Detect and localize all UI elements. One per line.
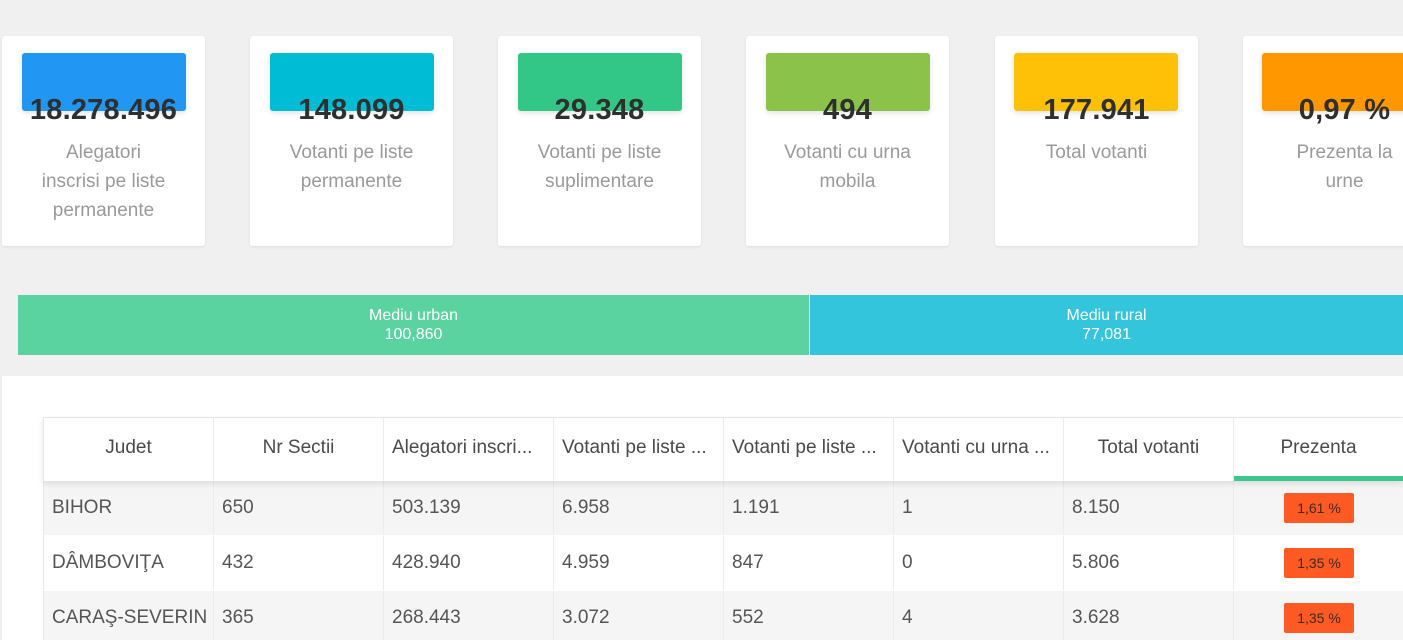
stat-label: Votanti pe liste permanente: [289, 142, 414, 192]
turnout-badge: 1,35 %: [1284, 547, 1354, 578]
cell-urna: 0: [894, 536, 1064, 590]
stat-card-header: [22, 53, 186, 111]
stat-card-header: [270, 53, 434, 111]
environment-urban: Mediu urban 100,860: [18, 295, 810, 355]
stat-card-header: [1262, 53, 1403, 111]
column-header-judet[interactable]: Judet: [44, 418, 214, 481]
turnout-badge: 1,61 %: [1284, 492, 1354, 523]
environment-bar: Mediu urban 100,860 Mediu rural 77,081: [18, 295, 1403, 355]
table-row[interactable]: CARAŞ-SEVERIN 365 268.443 3.072 552 4 3.…: [43, 591, 1403, 640]
cell-judet: BIHOR: [44, 481, 214, 535]
cell-total: 8.150: [1064, 481, 1234, 535]
stat-card-header: [518, 53, 682, 111]
cell-total: 3.628: [1064, 591, 1234, 640]
cell-prezenta: 1,35 %: [1234, 536, 1403, 590]
table-row[interactable]: BIHOR 650 503.139 6.958 1.191 1 8.150 1,…: [43, 481, 1403, 536]
stat-value: 18.278.496: [29, 94, 178, 126]
stat-value: 148.099: [298, 94, 405, 126]
table-header: Judet Nr Sectii Alegatori inscri... Vota…: [43, 417, 1403, 481]
cell-prezenta: 1,35 %: [1234, 591, 1403, 640]
stat-card-mobile-urn: 494 Votanti cu urna mobila: [746, 36, 949, 246]
stat-value: 29.348: [554, 94, 645, 126]
stat-card-registered: 18.278.496 Alegatori inscrisi pe liste p…: [2, 36, 205, 246]
cell-judet: DÂMBOVIŢA: [44, 536, 214, 590]
stat-label: Total votanti: [1045, 142, 1148, 163]
cell-judet: CARAŞ-SEVERIN: [44, 591, 214, 640]
cell-permanente: 6.958: [554, 481, 724, 535]
stat-card-permanent-voters: 148.099 Votanti pe liste permanente: [250, 36, 453, 246]
environment-urban-label: Mediu urban: [369, 307, 458, 324]
column-header-votanti-permanente[interactable]: Votanti pe liste ...: [554, 418, 724, 481]
environment-rural-value: 77,081: [1082, 326, 1131, 343]
turnout-badge: 1,35 %: [1284, 602, 1354, 633]
column-header-prezenta[interactable]: Prezenta: [1234, 418, 1403, 481]
stat-value: 177.941: [1043, 94, 1150, 126]
cell-alegatori: 503.139: [384, 481, 554, 535]
cell-total: 5.806: [1064, 536, 1234, 590]
stat-value: 0,97 %: [1298, 94, 1391, 126]
stat-label: Votanti cu urna mobila: [784, 142, 911, 192]
county-table: Judet Nr Sectii Alegatori inscri... Vota…: [43, 417, 1403, 640]
cell-urna: 4: [894, 591, 1064, 640]
cell-urna: 1: [894, 481, 1064, 535]
stat-value: 494: [823, 94, 872, 126]
environment-urban-value: 100,860: [384, 326, 443, 343]
cell-sectii: 432: [214, 536, 384, 590]
column-header-total-votanti[interactable]: Total votanti: [1064, 418, 1234, 481]
cell-alegatori: 428.940: [384, 536, 554, 590]
column-header-votanti-urna[interactable]: Votanti cu urna ...: [894, 418, 1064, 481]
stat-card-header: [1014, 53, 1178, 111]
column-header-alegatori[interactable]: Alegatori inscri...: [384, 418, 554, 481]
stat-card-turnout: 0,97 % Prezenta la urne: [1243, 36, 1403, 246]
stat-card-supplementary-voters: 29.348 Votanti pe liste suplimentare: [498, 36, 701, 246]
environment-rural: Mediu rural 77,081: [810, 295, 1403, 355]
cell-prezenta: 1,61 %: [1234, 481, 1403, 535]
stat-label: Prezenta la urne: [1296, 142, 1393, 192]
cell-suplimentare: 552: [724, 591, 894, 640]
cell-sectii: 650: [214, 481, 384, 535]
stat-label: Votanti pe liste suplimentare: [537, 142, 662, 192]
cell-permanente: 3.072: [554, 591, 724, 640]
cell-suplimentare: 1.191: [724, 481, 894, 535]
cell-suplimentare: 847: [724, 536, 894, 590]
cell-alegatori: 268.443: [384, 591, 554, 640]
stat-card-total-voters: 177.941 Total votanti: [995, 36, 1198, 246]
cell-sectii: 365: [214, 591, 384, 640]
column-header-nr-sectii[interactable]: Nr Sectii: [214, 418, 384, 481]
stat-card-header: [766, 53, 930, 111]
table-row[interactable]: DÂMBOVIŢA 432 428.940 4.959 847 0 5.806 …: [43, 536, 1403, 591]
cell-permanente: 4.959: [554, 536, 724, 590]
column-header-votanti-suplimentare[interactable]: Votanti pe liste ...: [724, 418, 894, 481]
stat-label: Alegatori inscrisi pe liste permanente: [41, 142, 166, 221]
environment-rural-label: Mediu rural: [1066, 307, 1147, 324]
